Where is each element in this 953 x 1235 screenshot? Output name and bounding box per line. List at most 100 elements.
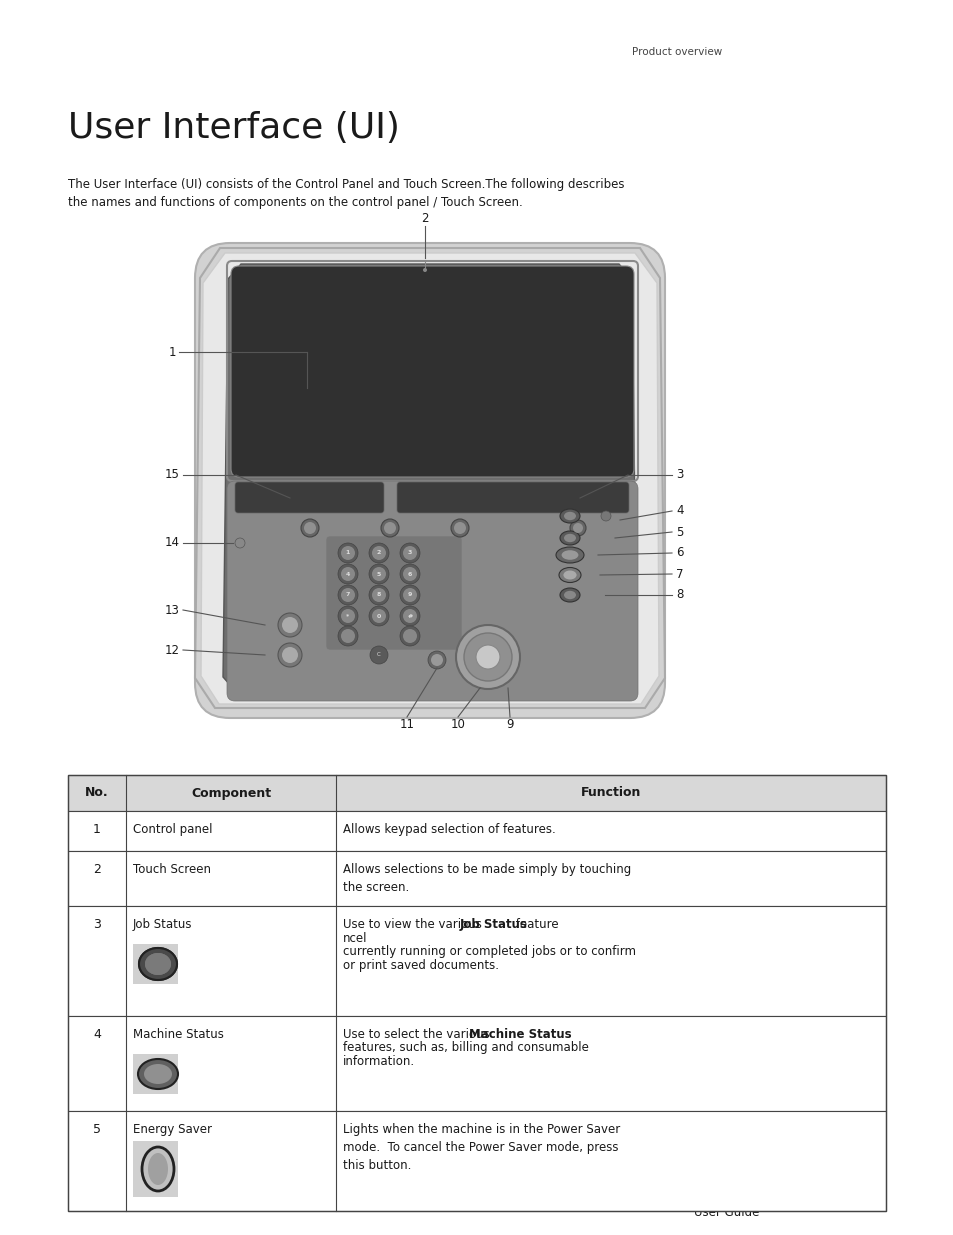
Circle shape <box>369 585 389 605</box>
Circle shape <box>399 585 419 605</box>
Text: 3: 3 <box>93 918 101 931</box>
Bar <box>132 944 178 984</box>
Text: Energy Saver: Energy Saver <box>132 1123 212 1136</box>
Text: Use to view the various: Use to view the various <box>343 918 485 931</box>
Text: 6: 6 <box>407 572 412 577</box>
Text: Use to select the various: Use to select the various <box>343 1028 493 1041</box>
Circle shape <box>402 546 416 559</box>
FancyBboxPatch shape <box>227 480 638 701</box>
Text: 1: 1 <box>345 551 350 556</box>
Text: #: # <box>407 614 413 619</box>
Ellipse shape <box>139 948 177 981</box>
Ellipse shape <box>559 531 579 545</box>
Text: features, such as, billing and consumable: features, such as, billing and consumabl… <box>343 1041 588 1055</box>
Circle shape <box>402 567 416 580</box>
Text: 8: 8 <box>676 589 683 601</box>
Ellipse shape <box>563 534 576 542</box>
Circle shape <box>337 626 357 646</box>
FancyBboxPatch shape <box>194 243 664 718</box>
Circle shape <box>456 625 519 689</box>
Bar <box>68 776 885 811</box>
Text: ncel: ncel <box>343 931 367 945</box>
Bar <box>68 776 885 1212</box>
Text: Job Status: Job Status <box>132 918 193 931</box>
Circle shape <box>372 609 386 622</box>
Ellipse shape <box>145 953 171 974</box>
Text: Allows keypad selection of features.: Allows keypad selection of features. <box>343 823 556 836</box>
Circle shape <box>277 643 302 667</box>
Circle shape <box>422 268 427 272</box>
Circle shape <box>340 588 355 601</box>
Circle shape <box>372 588 386 601</box>
Circle shape <box>399 626 419 646</box>
Polygon shape <box>194 248 664 708</box>
Text: the names and functions of components on the control panel / Touch Screen.: the names and functions of components on… <box>68 196 522 209</box>
Text: User Interface (UI): User Interface (UI) <box>68 111 399 144</box>
FancyBboxPatch shape <box>326 536 461 650</box>
Circle shape <box>402 609 416 622</box>
Bar <box>68 1112 885 1212</box>
Text: 12: 12 <box>164 643 179 657</box>
Text: Control panel: Control panel <box>132 823 213 836</box>
Text: or print saved documents.: or print saved documents. <box>343 958 498 972</box>
Ellipse shape <box>145 953 171 974</box>
Text: User Guide: User Guide <box>694 1207 759 1219</box>
Text: 5: 5 <box>376 572 381 577</box>
Text: 5: 5 <box>676 526 683 538</box>
Circle shape <box>337 564 357 584</box>
Circle shape <box>340 546 355 559</box>
Circle shape <box>399 543 419 563</box>
Circle shape <box>369 564 389 584</box>
Text: No.: No. <box>85 787 109 799</box>
Circle shape <box>277 613 302 637</box>
Ellipse shape <box>563 511 576 520</box>
Text: 10: 10 <box>450 719 465 731</box>
Bar <box>68 851 885 906</box>
Ellipse shape <box>556 547 583 563</box>
Text: *: * <box>346 614 349 619</box>
Ellipse shape <box>144 1065 172 1084</box>
FancyBboxPatch shape <box>231 266 634 477</box>
Bar <box>68 811 885 851</box>
Text: 5: 5 <box>92 1123 101 1136</box>
Text: 9: 9 <box>506 719 514 731</box>
Polygon shape <box>223 264 637 694</box>
Text: 2: 2 <box>93 863 101 876</box>
Circle shape <box>340 629 355 643</box>
Text: 9: 9 <box>407 593 412 598</box>
Text: 11: 11 <box>399 719 414 731</box>
Text: 1-5: 1-5 <box>800 1192 819 1204</box>
FancyBboxPatch shape <box>234 482 384 513</box>
Polygon shape <box>201 253 659 704</box>
Text: Touch Screen: Touch Screen <box>132 863 211 876</box>
Ellipse shape <box>139 948 177 981</box>
Text: 3: 3 <box>676 468 683 482</box>
Text: 13: 13 <box>164 604 179 616</box>
Circle shape <box>340 567 355 580</box>
Circle shape <box>451 519 469 537</box>
Text: 4: 4 <box>345 572 350 577</box>
Text: Lights when the machine is in the Power Saver
mode.  To cancel the Power Saver m: Lights when the machine is in the Power … <box>343 1123 619 1172</box>
Ellipse shape <box>563 571 576 579</box>
Circle shape <box>454 522 465 534</box>
Circle shape <box>337 606 357 626</box>
FancyBboxPatch shape <box>396 482 628 513</box>
Text: Machine Status: Machine Status <box>469 1028 571 1041</box>
Text: Xerox 4112/4127 EPS: Xerox 4112/4127 EPS <box>659 1192 785 1204</box>
Circle shape <box>399 564 419 584</box>
Circle shape <box>600 511 610 521</box>
Ellipse shape <box>148 1153 168 1186</box>
Circle shape <box>569 520 585 536</box>
Text: Job Status: Job Status <box>459 918 527 931</box>
Ellipse shape <box>561 551 578 559</box>
Ellipse shape <box>563 590 576 599</box>
Bar <box>68 906 885 1016</box>
Text: 2: 2 <box>376 551 381 556</box>
Text: 2: 2 <box>421 211 428 225</box>
Text: 7: 7 <box>676 568 683 580</box>
Circle shape <box>476 645 499 669</box>
Circle shape <box>402 588 416 601</box>
Circle shape <box>301 519 318 537</box>
Ellipse shape <box>559 509 579 522</box>
Text: Allows selections to be made simply by touching
the screen.: Allows selections to be made simply by t… <box>343 863 631 894</box>
